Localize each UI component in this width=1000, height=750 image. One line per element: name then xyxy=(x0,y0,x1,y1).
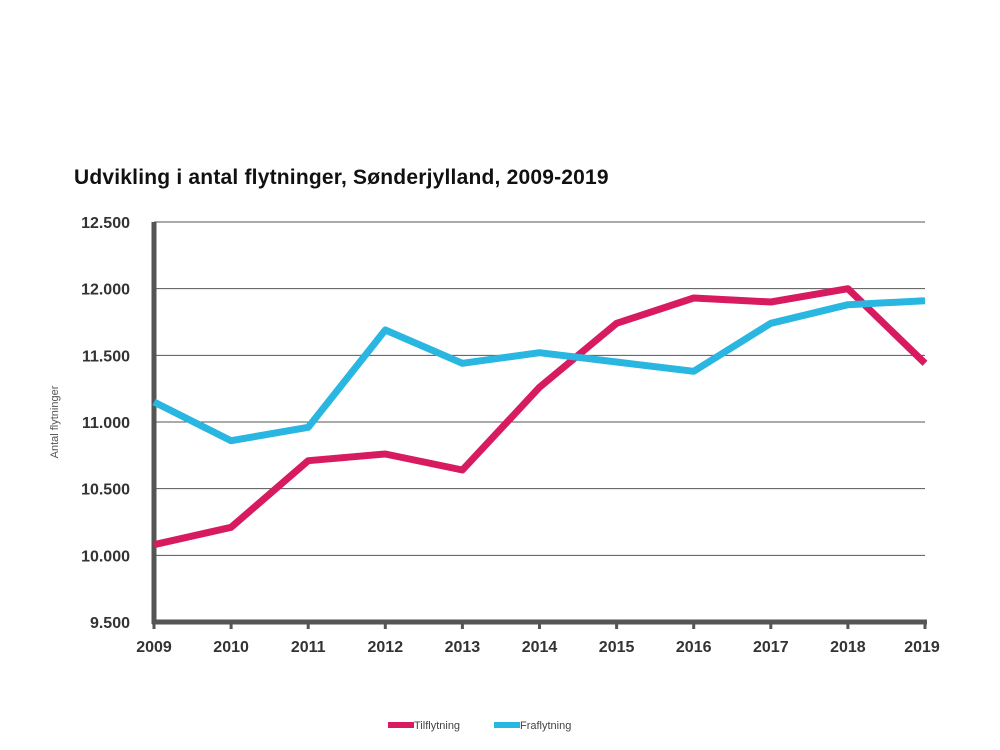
x-tick-label: 2018 xyxy=(830,639,866,656)
chart-title: Udvikling i antal flytninger, Sønderjyll… xyxy=(74,166,609,189)
x-axis: 2009 2010 2011 2012 2013 2014 2015 2016 2017 2018… xyxy=(136,619,940,656)
x-tick-label: 2012 xyxy=(368,639,404,656)
y-tick-label: 9.500 xyxy=(90,615,130,632)
series-lines xyxy=(152,285,928,549)
y-tick-label: 11.500 xyxy=(82,348,130,365)
series-line-fraflytning xyxy=(152,297,926,445)
y-axis-label: Antal flytninger xyxy=(49,385,61,458)
x-tick-label: 2015 xyxy=(599,639,635,656)
y-tick-label: 10.000 xyxy=(81,548,130,565)
series-line-tilflytning xyxy=(153,285,928,549)
y-axis: 9.500 10.000 10.500 11.000 11.500 12.000 12.50… xyxy=(81,215,157,632)
x-tick-label: 2014 xyxy=(522,639,558,656)
y-tick-label: 12.000 xyxy=(81,282,130,299)
x-tick-label: 2019 xyxy=(904,639,940,656)
x-tick-label: 2010 xyxy=(213,639,249,656)
x-tick-label: 2016 xyxy=(676,639,712,656)
x-tick-label: 2017 xyxy=(753,639,789,656)
legend: Tilflytning Fraflytning xyxy=(388,720,571,732)
x-tick-label: 2011 xyxy=(291,639,326,656)
legend-label-tilflytning: Tilflytning xyxy=(414,720,460,732)
x-tick-label: 2013 xyxy=(445,639,481,656)
y-tick-label: 11.000 xyxy=(82,415,130,432)
y-tick-label: 12.500 xyxy=(81,215,130,232)
y-tick-label: 10.500 xyxy=(81,482,130,499)
legend-label-fraflytning: Fraflytning xyxy=(520,720,571,732)
x-tick-label: 2009 xyxy=(136,639,172,656)
